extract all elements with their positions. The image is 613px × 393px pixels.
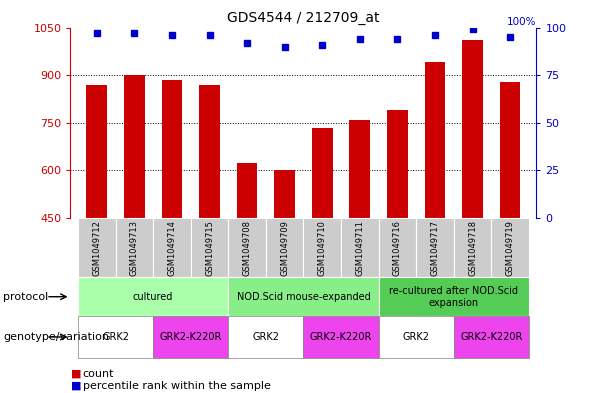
Text: GSM1049713: GSM1049713 xyxy=(130,220,139,275)
Text: genotype/variation: genotype/variation xyxy=(3,332,109,342)
Text: protocol: protocol xyxy=(3,292,48,302)
Bar xyxy=(153,316,228,358)
Bar xyxy=(416,218,454,277)
Bar xyxy=(379,277,529,316)
Text: GSM1049719: GSM1049719 xyxy=(506,220,514,275)
Text: GRK2: GRK2 xyxy=(253,332,280,342)
Bar xyxy=(379,218,416,277)
Text: count: count xyxy=(83,369,114,379)
Text: GRK2-K220R: GRK2-K220R xyxy=(159,332,222,342)
Text: GRK2-K220R: GRK2-K220R xyxy=(310,332,372,342)
Bar xyxy=(237,163,257,218)
Text: re-cultured after NOD.Scid
expansion: re-cultured after NOD.Scid expansion xyxy=(389,286,518,307)
Bar xyxy=(303,218,341,277)
Bar xyxy=(379,316,454,358)
Bar xyxy=(228,277,379,316)
Bar xyxy=(387,110,408,218)
Bar xyxy=(275,171,295,218)
Bar xyxy=(86,84,107,218)
Text: ■: ■ xyxy=(70,381,81,391)
Bar xyxy=(303,316,379,358)
Bar xyxy=(153,218,191,277)
Text: GSM1049716: GSM1049716 xyxy=(393,220,402,275)
Bar xyxy=(162,80,182,218)
Text: GSM1049710: GSM1049710 xyxy=(318,220,327,275)
Text: GSM1049714: GSM1049714 xyxy=(167,220,177,275)
Bar xyxy=(454,316,529,358)
Text: GSM1049708: GSM1049708 xyxy=(243,220,251,275)
Bar xyxy=(78,316,153,358)
Bar xyxy=(228,316,303,358)
Text: GRK2-K220R: GRK2-K220R xyxy=(460,332,522,342)
Title: GDS4544 / 212709_at: GDS4544 / 212709_at xyxy=(227,11,379,25)
Text: GSM1049712: GSM1049712 xyxy=(93,220,101,275)
Bar xyxy=(191,218,228,277)
Bar xyxy=(491,218,529,277)
Bar xyxy=(349,119,370,218)
Bar xyxy=(266,218,303,277)
Text: ■: ■ xyxy=(70,369,81,379)
Text: GSM1049717: GSM1049717 xyxy=(430,220,440,275)
Text: percentile rank within the sample: percentile rank within the sample xyxy=(83,381,270,391)
Text: 100%: 100% xyxy=(507,17,536,27)
Text: NOD.Scid mouse-expanded: NOD.Scid mouse-expanded xyxy=(237,292,370,302)
Bar xyxy=(425,62,445,218)
Bar xyxy=(454,218,491,277)
Bar xyxy=(78,218,116,277)
Bar xyxy=(228,218,266,277)
Bar xyxy=(462,40,483,218)
Text: GSM1049709: GSM1049709 xyxy=(280,220,289,275)
Bar xyxy=(124,75,145,218)
Text: GRK2: GRK2 xyxy=(403,332,430,342)
Bar xyxy=(199,84,220,218)
Bar xyxy=(116,218,153,277)
Text: GSM1049711: GSM1049711 xyxy=(356,220,364,275)
Bar xyxy=(500,81,520,218)
Text: GRK2: GRK2 xyxy=(102,332,129,342)
Text: cultured: cultured xyxy=(133,292,173,302)
Text: GSM1049715: GSM1049715 xyxy=(205,220,214,275)
Bar xyxy=(312,128,333,218)
Bar xyxy=(78,277,228,316)
Text: GSM1049718: GSM1049718 xyxy=(468,220,477,275)
Bar xyxy=(341,218,379,277)
